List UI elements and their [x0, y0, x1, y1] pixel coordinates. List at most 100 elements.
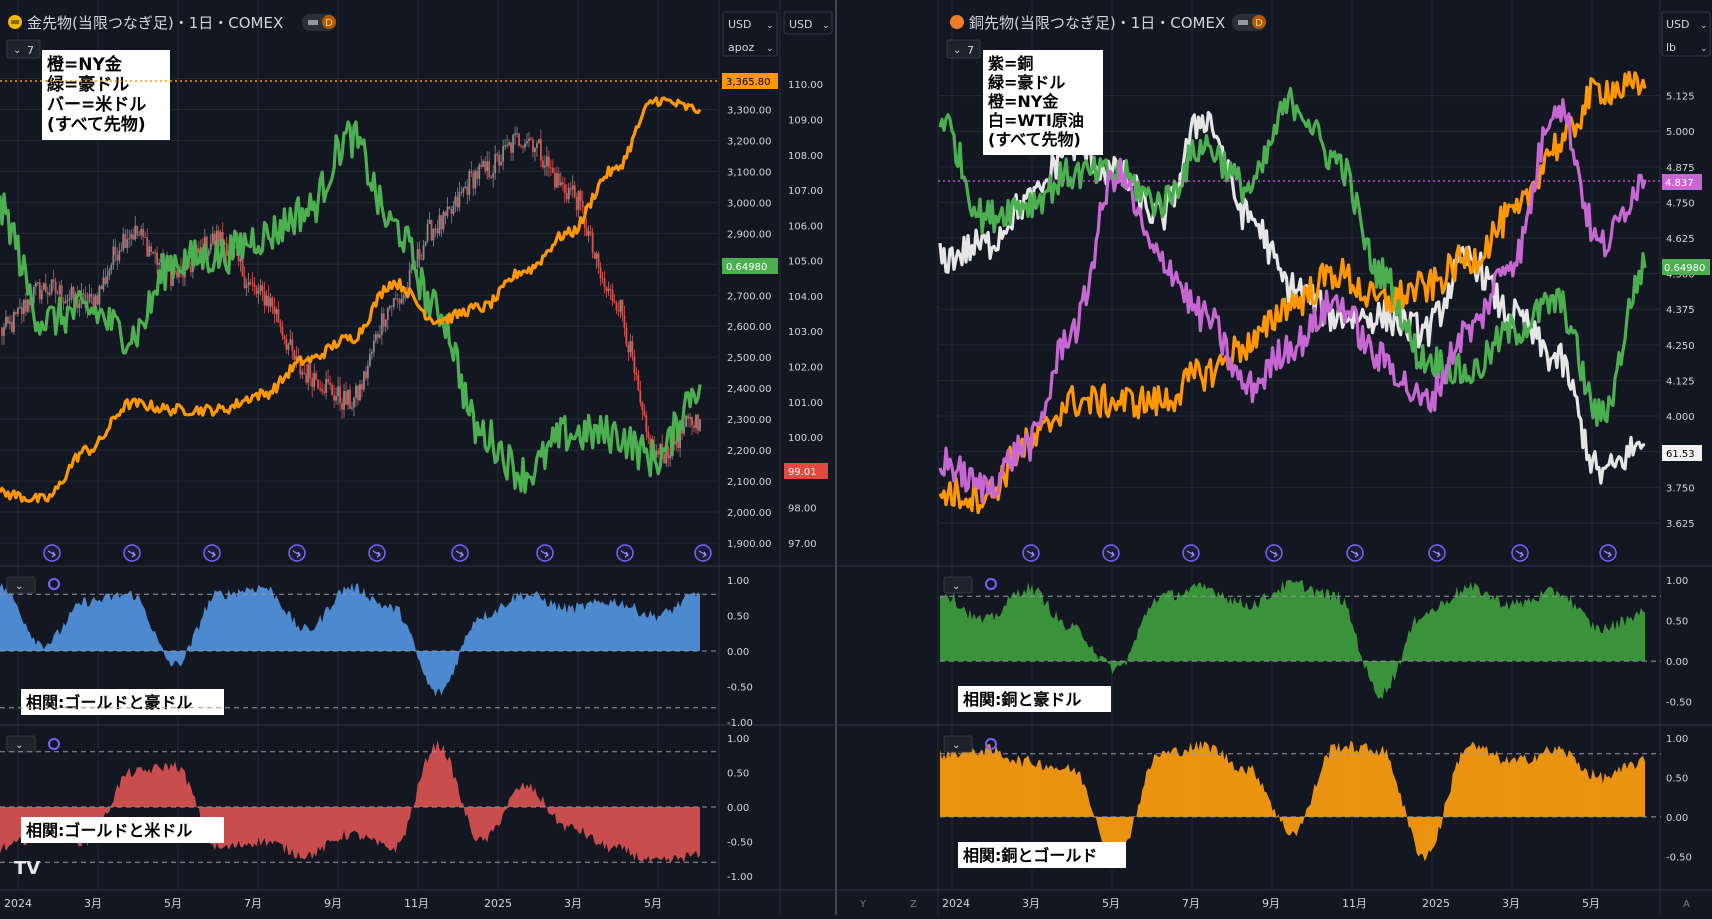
dxy-candle-body: [40, 289, 43, 300]
dxy-candle-body: [559, 182, 562, 186]
dxy-candle-body: [577, 190, 580, 210]
sub1-collapse-button[interactable]: [6, 576, 36, 594]
dxy-candle-body: [561, 182, 564, 185]
dxy-candle-body: [685, 415, 687, 427]
refresh-icon[interactable]: [48, 578, 60, 590]
dxy-candle-body: [247, 282, 250, 286]
event-arrow-icon: [698, 550, 707, 558]
right-scale-header[interactable]: [1661, 11, 1711, 57]
wti-price-badge-text: 61.53: [1666, 449, 1695, 460]
right-chart-title[interactable]: 銅先物(当限つなぎ足)・1日・COMEX: [969, 14, 1225, 32]
corner-letter-y[interactable]: Y: [859, 899, 867, 910]
tradingview-logo[interactable]: TV: [14, 858, 40, 879]
right-time-axis[interactable]: 2024 3月 5月 7月 9月 11月 2025 3月 5月: [942, 897, 1600, 910]
dxy-candle-body: [458, 191, 461, 208]
corner-letter-a[interactable]: A: [1683, 899, 1690, 910]
dxy-candle-body: [170, 270, 172, 286]
dxy-candle-body: [372, 340, 375, 352]
dxy-candle-body: [410, 264, 413, 270]
dxy-axis-tick: 104.00: [788, 292, 823, 303]
dxy-candle-body: [639, 390, 642, 403]
dxy-candle-body: [66, 299, 69, 301]
price-axis-tick: 3,300.00: [727, 105, 772, 116]
dxy-candle-body: [450, 209, 453, 215]
dxy-candle-body: [26, 299, 29, 312]
left-event-markers[interactable]: [43, 544, 712, 562]
dxy-candle-body: [52, 279, 55, 282]
left-time-axis[interactable]: 2024 3月 5月 7月 9月 11月 2025 3月 5月: [4, 897, 662, 910]
correlation-axis-tick: 0.50: [727, 612, 749, 623]
dxy-candle-body: [118, 250, 121, 261]
corr-gold-usd-area: [0, 739, 700, 864]
right-sub1-collapse-button[interactable]: [943, 576, 973, 594]
chevron-down-icon: ⌄: [766, 21, 774, 31]
chevron-down-icon: ⌄: [13, 45, 21, 56]
left-chart-title[interactable]: 金先物(当限つなぎ足)・1日・COMEX: [27, 14, 283, 32]
dxy-candle-body: [392, 298, 395, 307]
chevron-down-icon: ⌄: [766, 44, 774, 54]
right-sub2-collapse-button[interactable]: [943, 735, 973, 753]
dxy-candle-body: [472, 172, 475, 189]
right-collapse-button[interactable]: [946, 39, 981, 59]
dxy-candle-body: [180, 266, 182, 269]
refresh-icon[interactable]: [985, 738, 997, 750]
correlation-axis-tick: 0.00: [1666, 813, 1688, 824]
left-interval-badge[interactable]: [322, 15, 336, 29]
dxy-axis-tick: 108.00: [788, 151, 823, 162]
refresh-icon[interactable]: [985, 578, 997, 590]
corner-letter-z[interactable]: Z: [910, 899, 917, 910]
dxy-candle-body: [609, 288, 612, 291]
right-event-markers[interactable]: [1022, 544, 1617, 562]
dxy-candle-body: [641, 402, 644, 411]
dxy-candle-body: [144, 236, 147, 238]
dxy-candle-body: [114, 246, 117, 255]
dxy-candle-body: [146, 237, 149, 257]
dxy-candle-body: [215, 230, 218, 245]
price-axis-tick: 4.250: [1666, 341, 1695, 352]
dxy-candle-body: [265, 295, 268, 306]
dxy-candle-body: [388, 305, 391, 308]
right-interval-badge[interactable]: [1252, 15, 1266, 29]
right-interval-badge-text: D: [1255, 18, 1263, 29]
dxy-candle-body: [520, 145, 522, 147]
right-sub1-label: 相関:銅と豪ドル: [963, 690, 1081, 709]
dxy-candle-body: [534, 147, 536, 153]
left-sub1-label-box: [21, 689, 224, 715]
left-scale-header-2[interactable]: [783, 11, 833, 35]
dxy-candle-body: [557, 173, 560, 186]
dxy-candle-body: [693, 425, 695, 428]
correlation-axis-tick: -1.00: [727, 872, 753, 883]
time-axis-tick: 7月: [244, 897, 262, 910]
left-scale-header-1[interactable]: [722, 11, 778, 57]
dxy-candle-body: [243, 276, 246, 288]
dxy-candle-body: [28, 299, 31, 306]
dxy-candle-body: [627, 344, 630, 353]
chevron-down-icon: ⌄: [1700, 21, 1708, 31]
dxy-candle-body: [510, 142, 512, 153]
dxy-candle-body: [313, 373, 316, 388]
left-legend-line-1: 橙=NY金: [47, 54, 123, 75]
dxy-candle-body: [595, 253, 598, 259]
dxy-candle-body: [476, 170, 479, 179]
left-collapse-button[interactable]: [6, 39, 41, 59]
dxy-candle-body: [571, 185, 574, 190]
dxy-candle-body: [607, 288, 610, 292]
dxy-candle-body: [599, 267, 602, 279]
right-price-badges: 4.837 0.64980 61.53: [938, 174, 1710, 461]
price-axis-tick: 4.000: [1666, 412, 1695, 423]
dxy-candle-body: [325, 379, 328, 394]
dxy-candle-body: [394, 298, 397, 300]
dxy-candle-body: [486, 161, 489, 172]
refresh-icon[interactable]: [48, 738, 60, 750]
correlation-axis-tick: -1.00: [727, 718, 753, 729]
correlation-axis-tick: 0.00: [1666, 657, 1688, 668]
right-legend-line-3: 橙=NY金: [988, 92, 1059, 111]
dxy-candle-body: [532, 139, 534, 153]
dxy-candle-body: [327, 379, 330, 383]
dxy-candle-body: [374, 333, 377, 341]
dxy-candle-body: [466, 186, 469, 195]
dxy-axis-tick: 100.00: [788, 433, 823, 444]
dxy-candle-body: [474, 170, 477, 189]
dxy-candle-body: [567, 187, 570, 200]
right-sub2-label: 相関:銅とゴールド: [963, 846, 1097, 865]
